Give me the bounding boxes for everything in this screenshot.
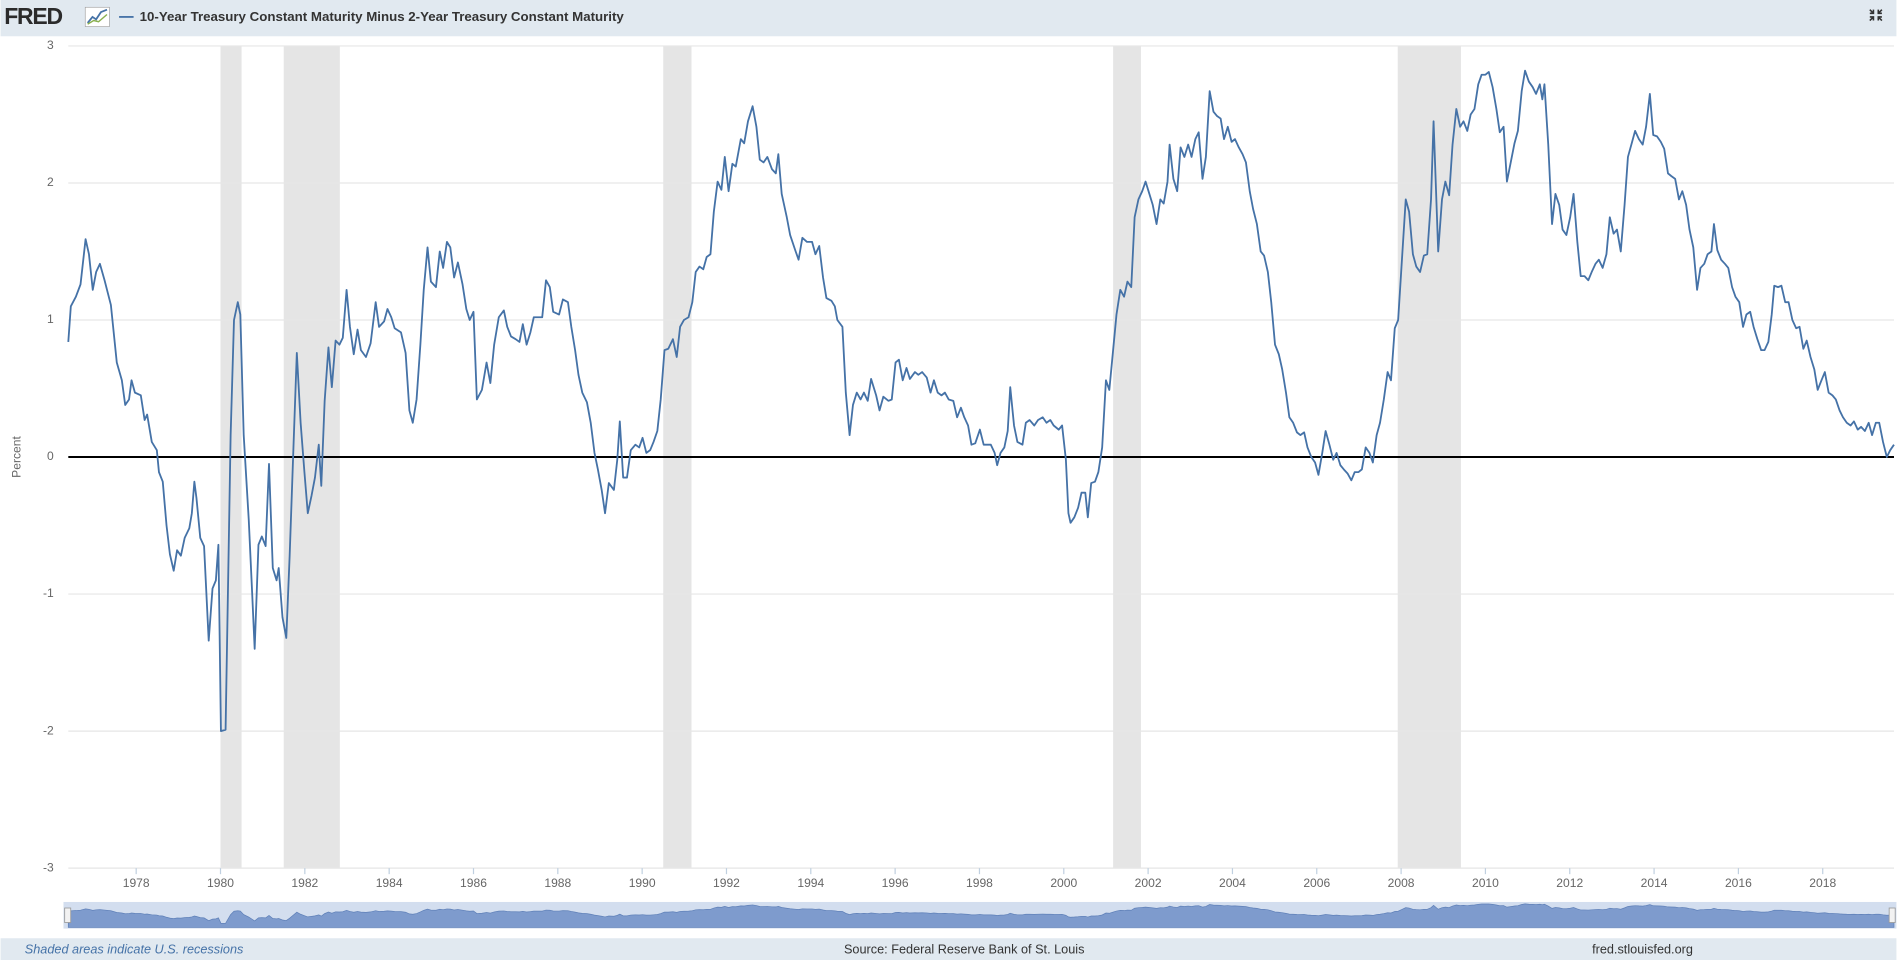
y-axis-label: Percent [10, 436, 24, 478]
x-tick-label: 2004 [1219, 876, 1246, 890]
series-line [67, 69, 1895, 732]
y-tick-label: 0 [47, 449, 54, 463]
x-tick-label: 2010 [1472, 876, 1499, 890]
y-tick-label: 2 [47, 175, 54, 189]
x-tick-label: 2006 [1303, 876, 1330, 890]
x-tick-label: 1984 [376, 876, 403, 890]
x-tick-label: 2008 [1388, 876, 1415, 890]
x-tick-label: 2014 [1641, 876, 1668, 890]
logo-icon [84, 6, 110, 27]
x-tick-label: 1986 [460, 876, 487, 890]
y-tick-label: -2 [43, 723, 54, 737]
x-tick-label: 1994 [797, 876, 824, 890]
source: Source: Federal Reserve Bank of St. Loui… [844, 943, 1084, 957]
x-tick-label: 2018 [1809, 876, 1836, 890]
x-tick-label: 1978 [123, 876, 150, 890]
x-tick-label: 2000 [1050, 876, 1077, 890]
x-tick-label: 1988 [544, 876, 571, 890]
navigator-area [67, 903, 1895, 928]
navigator-handle[interactable] [64, 907, 72, 923]
x-tick-label: 1992 [713, 876, 740, 890]
site-link[interactable]: fred.stlouisfed.org [1592, 943, 1693, 957]
series-layer [67, 69, 1895, 732]
y-tick-label: 1 [47, 312, 54, 326]
x-tick-label: 2012 [1556, 876, 1583, 890]
y-tick-label: 3 [47, 38, 54, 52]
navigator-layer [67, 903, 1895, 928]
fullscreen-icon[interactable] [1869, 9, 1883, 22]
x-tick-label: 2002 [1135, 876, 1162, 890]
x-tick-label: 1996 [882, 876, 909, 890]
navigator-handle[interactable] [1888, 907, 1896, 923]
x-tick-label: 1982 [291, 876, 318, 890]
recession-note: Shaded areas indicate U.S. recessions [25, 943, 244, 957]
header-bar [0, 0, 1897, 37]
y-tick-label: -3 [43, 860, 54, 874]
x-tick-label: 1980 [207, 876, 234, 890]
x-tick-label: 2016 [1725, 876, 1752, 890]
footer-bar [0, 938, 1897, 960]
logo: FRED [4, 3, 62, 29]
x-tick-label: 1998 [966, 876, 993, 890]
y-tick-label: -1 [43, 586, 54, 600]
x-tick-label: 1990 [629, 876, 656, 890]
legend-label: 10-Year Treasury Constant Maturity Minus… [140, 9, 625, 24]
